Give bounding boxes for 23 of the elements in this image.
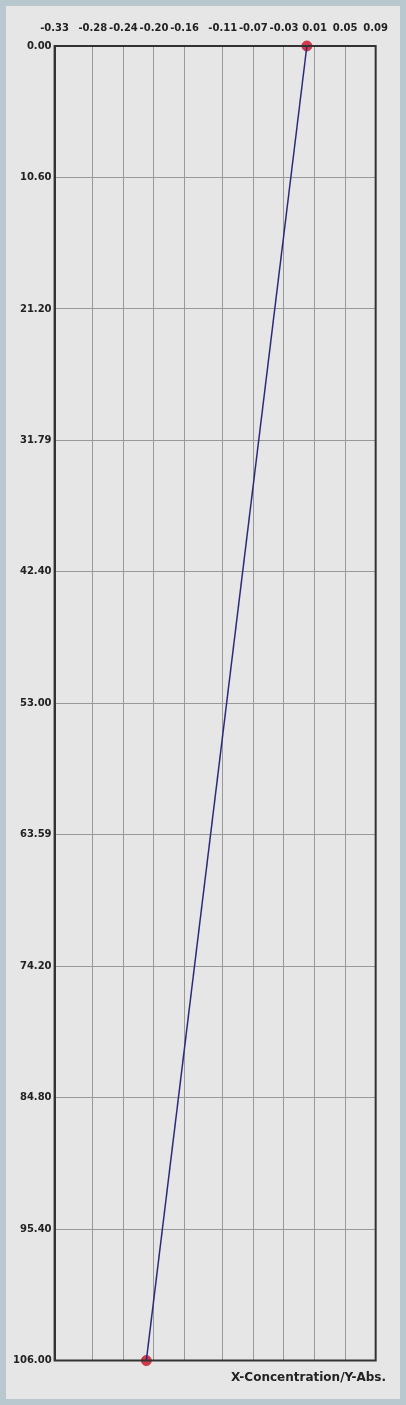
x-tick-label: -0.16: [170, 21, 199, 33]
x-tick-label: -0.07: [238, 21, 268, 33]
y-tick-label: 106.00: [13, 1354, 52, 1366]
x-tick-label: -0.11: [208, 21, 238, 33]
y-tick-label: 53.00: [19, 696, 52, 708]
x-tick-label: -0.03: [269, 21, 299, 33]
y-tick-label: 21.20: [19, 302, 52, 314]
x-tick-label: -0.20: [139, 21, 169, 33]
y-tick-label: 74.20: [19, 959, 52, 971]
y-tick-label: 31.79: [19, 433, 52, 445]
x-tick-label: -0.28: [78, 21, 108, 33]
y-tick-label: 0.00: [26, 39, 52, 51]
x-tick-label: -0.33: [40, 21, 70, 33]
y-tick-label: 63.59: [19, 828, 52, 840]
y-tick-label: 42.40: [19, 565, 52, 577]
y-tick-label: 84.80: [19, 1091, 52, 1103]
y-tick-label: 10.60: [19, 171, 52, 183]
x-tick-label: 0.09: [363, 21, 389, 33]
x-tick-label: 0.01: [302, 21, 327, 33]
y-tick-label: 95.40: [19, 1222, 52, 1234]
text: X-Concentration/Y-Abs.: [231, 1369, 386, 1384]
x-tick-label: -0.24: [108, 21, 138, 33]
x-tick-label: 0.05: [332, 21, 358, 33]
